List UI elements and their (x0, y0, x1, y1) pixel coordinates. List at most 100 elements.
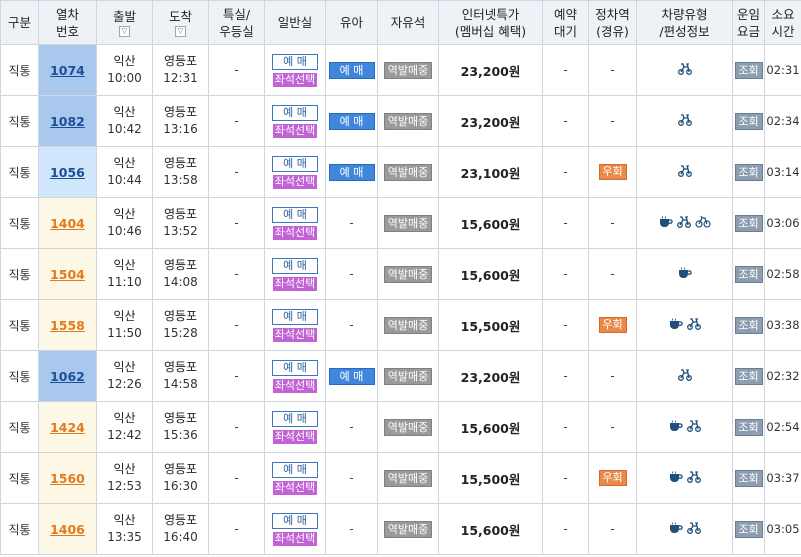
free-seat-cell: 역발매중 (377, 146, 439, 198)
reserve-button[interactable]: 예 매 (272, 359, 318, 376)
infant-reserve-button[interactable]: 예 매 (328, 163, 375, 181)
bicycle-icon (677, 113, 692, 126)
arrival-time: 13:52 (163, 224, 198, 238)
sort-arrival-icon[interactable]: ▽ (175, 26, 186, 37)
train-number-link[interactable]: 1406 (50, 521, 85, 537)
fare-lookup-button[interactable]: 조회 (734, 520, 763, 538)
infant-reserve-button[interactable]: 예 매 (328, 61, 375, 79)
train-number-link[interactable]: 1074 (50, 62, 85, 78)
reserve-button[interactable]: 예 매 (272, 461, 318, 478)
arrival-time: 13:16 (163, 122, 198, 136)
reserve-button[interactable]: 예 매 (272, 104, 318, 121)
category-label: 직통 (8, 267, 31, 282)
stopover-button[interactable]: 우회 (598, 317, 627, 333)
arrival-cell: 영등포 15:36 (152, 401, 209, 453)
train-number-link[interactable]: 1062 (50, 368, 85, 384)
fare-lookup-button[interactable]: 조회 (734, 469, 763, 487)
reserve-button[interactable]: 예 매 (272, 512, 318, 529)
fare-lookup-button[interactable]: 조회 (734, 163, 763, 181)
header-train-number-line2: 번호 (55, 23, 79, 39)
waitlist-cell: - (542, 401, 589, 453)
stop-value: - (610, 267, 615, 281)
station-sale-badge: 역발매중 (384, 61, 432, 79)
departure-cell: 익산 12:42 (96, 401, 153, 453)
header-duration: 소요 시간 (764, 0, 801, 45)
infant-value: - (349, 471, 354, 485)
category-label: 직통 (8, 369, 31, 384)
infant-reserve-button[interactable]: 예 매 (328, 367, 375, 385)
arrival-cell: 영등포 12:31 (152, 44, 209, 96)
waitlist-value: - (563, 114, 568, 128)
waitlist-cell: - (542, 44, 589, 96)
price-value: 23,200원 (460, 63, 521, 79)
seat-select-button[interactable]: 좌석선택 (273, 480, 317, 495)
departure-station: 익산 (113, 54, 136, 68)
reserve-button[interactable]: 예 매 (272, 410, 318, 427)
reserve-button[interactable]: 예 매 (272, 308, 318, 325)
fare-lookup-button[interactable]: 조회 (734, 214, 763, 232)
category-cell: 직통 (0, 248, 39, 300)
stopover-button[interactable]: 우회 (598, 470, 627, 486)
fare-lookup-button[interactable]: 조회 (734, 61, 763, 79)
free-seat-cell: 역발매중 (377, 350, 439, 402)
special-class-cell: - (208, 95, 265, 147)
waitlist-cell: - (542, 146, 589, 198)
price-value: 23,200원 (460, 369, 521, 385)
category-label: 직통 (8, 165, 31, 180)
fare-lookup-button[interactable]: 조회 (734, 112, 763, 130)
header-vehicle-line2: /편성정보 (659, 23, 710, 39)
reserve-button[interactable]: 예 매 (272, 155, 318, 172)
seat-select-button[interactable]: 좌석선택 (273, 378, 317, 393)
special-class-value: - (234, 318, 239, 332)
header-internet-line2: (멤버십 혜택) (454, 23, 527, 39)
reserve-button[interactable]: 예 매 (272, 206, 318, 223)
departure-time: 13:35 (107, 530, 142, 544)
train-number-link[interactable]: 1504 (50, 266, 85, 282)
train-number-link[interactable]: 1404 (50, 215, 85, 231)
header-duration-line2: 시간 (771, 23, 795, 39)
seat-select-button[interactable]: 좌석선택 (273, 429, 317, 444)
train-number-link[interactable]: 1082 (50, 113, 85, 129)
seat-select-button[interactable]: 좌석선택 (273, 276, 317, 291)
fare-lookup-button[interactable]: 조회 (734, 316, 763, 334)
table-header-row: 구분 열차 번호 출발 ▽ 도착 ▽ 특실/우등실 일반실 유아 자유석 인터넷특가(… (0, 0, 801, 45)
duration-value: 02:58 (766, 267, 800, 281)
duration-value: 02:54 (766, 420, 800, 434)
sort-departure-icon[interactable]: ▽ (119, 26, 130, 37)
stopover-button[interactable]: 우회 (598, 164, 627, 180)
special-class-value: - (234, 369, 239, 383)
departure-cell: 익산 11:50 (96, 299, 153, 351)
fare-lookup-button[interactable]: 조회 (734, 265, 763, 283)
seat-select-button[interactable]: 좌석선택 (273, 72, 317, 87)
seat-select-button[interactable]: 좌석선택 (273, 531, 317, 546)
duration-cell: 02:54 (764, 401, 801, 453)
departure-station: 익산 (113, 462, 136, 476)
train-number-link[interactable]: 1056 (50, 164, 85, 180)
train-number-link[interactable]: 1560 (50, 470, 85, 486)
header-departure-label: 출발 (112, 9, 136, 24)
seat-select-button[interactable]: 좌석선택 (273, 174, 317, 189)
duration-value: 03:05 (766, 522, 800, 536)
seat-select-button[interactable]: 좌석선택 (273, 327, 317, 342)
seat-select-button[interactable]: 좌석선택 (273, 123, 317, 138)
special-class-value: - (234, 165, 239, 179)
train-number-link[interactable]: 1558 (50, 317, 85, 333)
fare-lookup-button[interactable]: 조회 (734, 418, 763, 436)
seat-select-button[interactable]: 좌석선택 (273, 225, 317, 240)
infant-reserve-button[interactable]: 예 매 (328, 112, 375, 130)
header-infant-label: 유아 (339, 15, 363, 30)
internet-special-cell: 15,600원 (438, 401, 543, 453)
duration-value: 03:14 (766, 165, 800, 179)
reserve-button[interactable]: 예 매 (272, 257, 318, 274)
cafe-icon (669, 317, 683, 330)
duration-cell: 02:34 (764, 95, 801, 147)
special-class-value: - (234, 471, 239, 485)
stop-stations-cell: - (588, 401, 637, 453)
free-seat-cell: 역발매중 (377, 503, 439, 555)
arrival-station: 영등포 (163, 360, 198, 374)
cafe-icon (669, 419, 683, 432)
train-number-link[interactable]: 1424 (50, 419, 85, 435)
bicycle-icon (686, 521, 701, 535)
fare-lookup-button[interactable]: 조회 (734, 367, 763, 385)
reserve-button[interactable]: 예 매 (272, 53, 318, 70)
